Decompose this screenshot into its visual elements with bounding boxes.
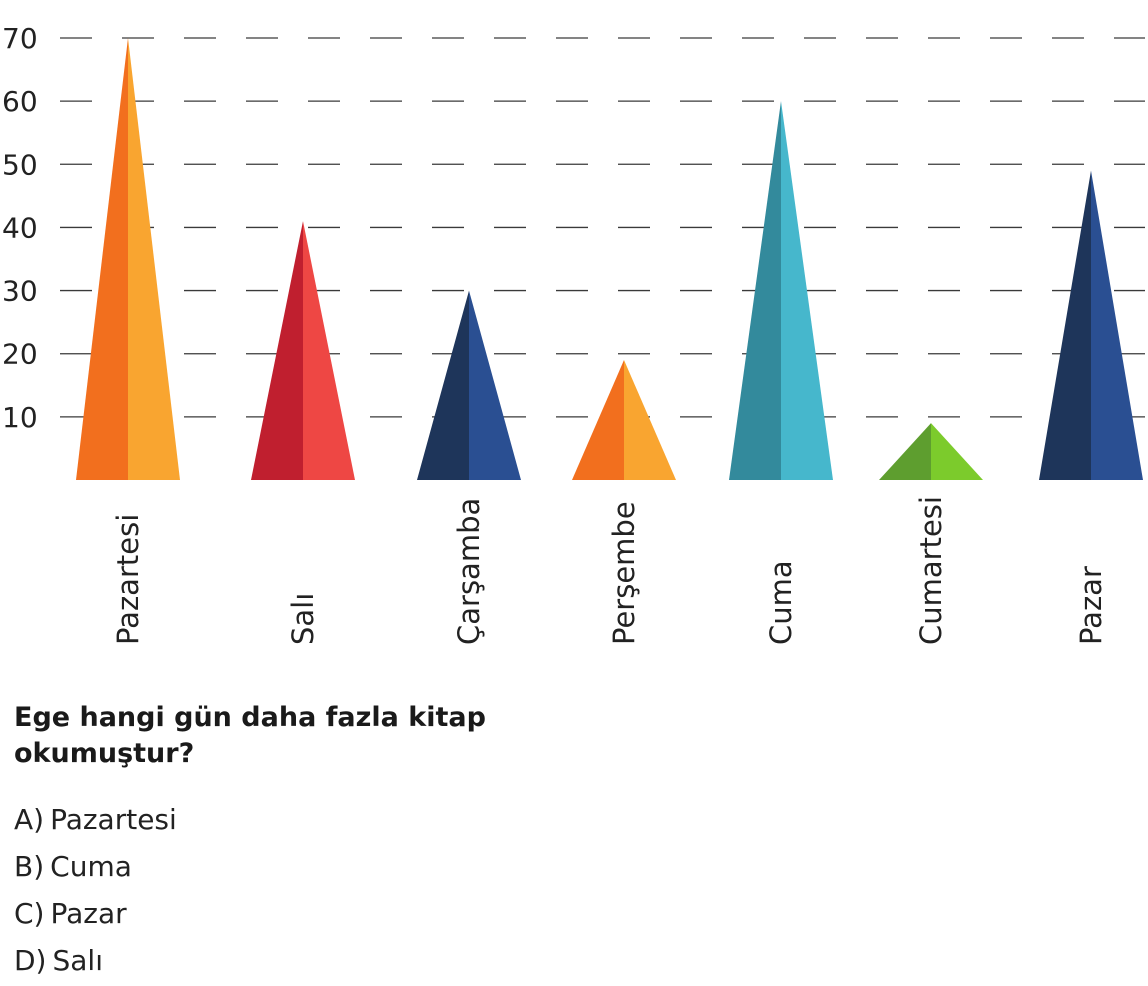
y-tick-label: 10: [2, 401, 38, 434]
bar-face-right: [1091, 170, 1143, 480]
y-tick-label: 40: [2, 211, 38, 244]
bar-face-left: [729, 101, 781, 481]
y-tick-label: 30: [2, 275, 38, 308]
y-tick-label: 20: [2, 338, 38, 371]
bar-face-right: [469, 290, 521, 480]
grid-lines: [60, 37, 1145, 418]
option-b-letter: B): [14, 850, 45, 883]
bar-cuma: [729, 101, 833, 481]
option-a-text: Pazartesi: [50, 803, 177, 836]
x-tick-label: Pazar: [1074, 566, 1108, 645]
y-axis-ticks: 10 20 30 40 50 60 70: [2, 22, 38, 434]
bar-face-right: [303, 221, 355, 480]
option-b-text: Cuma: [50, 850, 132, 883]
bar-face-left: [1039, 170, 1091, 480]
bar-face-left: [417, 290, 469, 480]
bars: [76, 38, 1143, 481]
option-a[interactable]: A) Pazartesi: [14, 796, 183, 843]
bar-face-right: [128, 38, 180, 480]
y-tick-label: 60: [2, 85, 38, 118]
x-tick-label: Cumartesi: [914, 496, 948, 645]
bar-çarşamba: [417, 290, 521, 480]
x-tick-label: Perşembe: [607, 501, 641, 645]
bar-face-right: [931, 423, 983, 480]
bar-face-left: [251, 221, 303, 480]
bar-face-right: [624, 360, 676, 480]
y-tick-label: 50: [2, 148, 38, 181]
bar-salı: [251, 221, 355, 480]
option-d[interactable]: D) Salı: [14, 937, 183, 984]
option-c[interactable]: C) Pazar: [14, 890, 183, 937]
bar-face-right: [781, 101, 833, 481]
y-tick-label: 70: [2, 22, 38, 55]
x-tick-label: Pazartesi: [111, 514, 145, 645]
bar-face-left: [76, 38, 128, 480]
pyramid-bar-chart: 10 20 30 40 50 60 70 Pazartesi Salı Çarşamba Perş…: [2, 22, 1145, 645]
option-d-text: Salı: [52, 944, 103, 977]
question-text: Ege hangi gün daha fazla kitap okumuştur…: [14, 702, 486, 769]
bar-pazar: [1039, 170, 1143, 480]
x-tick-label: Çarşamba: [452, 498, 486, 645]
option-b[interactable]: B) Cuma: [14, 843, 183, 890]
bar-face-left: [572, 360, 624, 480]
bar-pazartesi: [76, 38, 180, 480]
option-c-text: Pazar: [50, 897, 127, 930]
option-d-letter: D): [14, 944, 47, 977]
option-a-letter: A): [14, 803, 45, 836]
x-axis-labels: Pazartesi Salı Çarşamba Perşembe Cuma Cumarte…: [111, 496, 1108, 645]
bar-face-left: [879, 423, 931, 480]
bar-perşembe: [572, 360, 676, 480]
bar-cumartesi: [879, 423, 983, 480]
x-tick-label: Cuma: [764, 560, 798, 645]
answer-options: A) Pazartesi B) Cuma C) Pazar D) Salı: [14, 796, 183, 984]
x-tick-label: Salı: [286, 593, 320, 645]
option-c-letter: C): [14, 897, 45, 930]
